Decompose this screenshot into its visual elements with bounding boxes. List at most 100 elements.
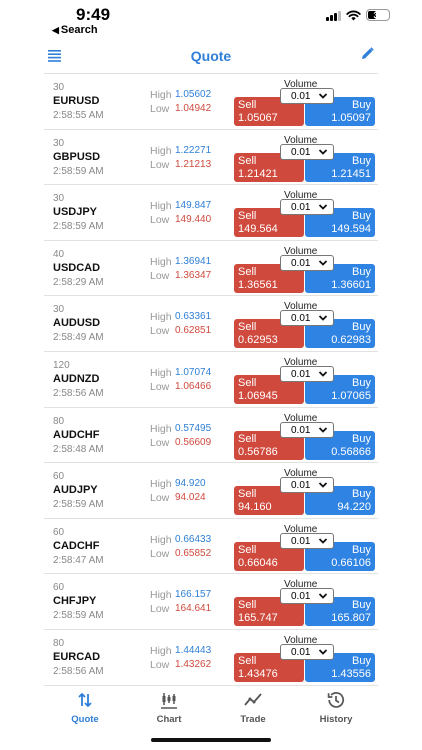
quote-row[interactable]: 30 EURUSD 2:58:55 AM High 1.05602 Low 1.04942 S… (44, 74, 378, 130)
high-label: High (150, 89, 172, 101)
quote-row[interactable]: 40 USDCAD 2:58:29 AM High 1.36941 Low 1.36347 S… (44, 241, 378, 297)
low-label: Low (150, 436, 170, 449)
quote-row[interactable]: 80 EURCAD 2:58:56 AM High 1.44443 Low 1.43262 S… (44, 630, 378, 686)
volume-select[interactable]: 0.01 (280, 477, 334, 494)
sell-label: Sell (238, 654, 257, 667)
volume-value: 0.01 (291, 646, 311, 658)
buy-price: 1.07065 (331, 389, 371, 402)
volume-select[interactable]: 0.01 (280, 532, 334, 549)
symbol-label: AUDUSD (53, 317, 101, 330)
back-link-label: Search (60, 24, 98, 36)
buy-label: Buy (352, 488, 371, 501)
symbol-label: EURUSD (53, 95, 100, 107)
home-indicator (151, 738, 271, 742)
high-label: High (150, 533, 172, 546)
nav-bar: Quote (0, 40, 422, 72)
volume-select[interactable]: 0.01 (280, 421, 334, 438)
buy-label: Buy (352, 99, 371, 111)
high-value: 149.847 (175, 200, 212, 212)
tab-chart-label: Chart (156, 714, 182, 725)
buy-button[interactable]: Buy 149.594 (305, 208, 375, 238)
sell-label: Sell (238, 99, 257, 111)
volume-select[interactable]: 0.01 (280, 365, 334, 382)
sell-price: 0.62953 (238, 334, 278, 347)
volume-select[interactable]: 0.01 (280, 310, 334, 327)
quote-row[interactable]: 60 CADCHF 2:58:47 AM High 0.66433 Low 0.65852 S… (44, 519, 378, 575)
sell-button[interactable]: Sell 149.564 (234, 208, 304, 238)
volume-select[interactable]: 0.01 (280, 88, 334, 104)
high-value: 0.57495 (175, 422, 212, 434)
tab-chart[interactable]: Chart (129, 690, 209, 725)
quote-row[interactable]: 60 AUDJPY 2:58:59 AM High 94.920 Low 94.024 Sel… (44, 463, 378, 519)
low-label: Low (150, 269, 170, 282)
tab-quote[interactable]: Quote (45, 690, 125, 725)
quote-row[interactable]: 60 CHFJPY 2:58:59 AM High 166.157 Low 164.641 S… (44, 574, 378, 630)
quote-row[interactable]: 30 AUDUSD 2:58:49 AM High 0.63361 Low 0.62851 S… (44, 296, 378, 352)
high-label: High (150, 478, 172, 491)
spread-value: 120 (53, 359, 70, 371)
quote-time: 2:58:48 AM (53, 443, 104, 455)
quote-row[interactable]: 80 AUDCHF 2:58:48 AM High 0.57495 Low 0.56609 S… (44, 408, 378, 464)
tab-trade[interactable]: Trade (213, 690, 293, 725)
back-to-search-link[interactable]: ◀ Search (52, 24, 98, 36)
low-label: Low (150, 214, 170, 227)
chevron-down-icon (318, 148, 328, 155)
volume-label: Volume (284, 190, 318, 202)
quote-arrows-icon (78, 692, 92, 708)
low-value: 0.56609 (175, 436, 212, 448)
spread-value: 60 (53, 526, 65, 538)
quote-row[interactable]: 30 USDJPY 2:58:59 AM High 149.847 Low 149.440 S… (44, 185, 378, 241)
high-value: 1.36941 (175, 255, 212, 267)
quote-row[interactable]: 120 AUDNZD 2:58:56 AM High 1.07074 Low 1.06466… (44, 352, 378, 408)
tab-history[interactable]: History (296, 690, 376, 725)
high-value: 94.920 (175, 478, 206, 490)
volume-value: 0.01 (291, 91, 311, 102)
sell-button[interactable]: Sell 165.747 (234, 597, 304, 627)
volume-select[interactable]: 0.01 (280, 143, 334, 160)
volume-value: 0.01 (291, 202, 311, 214)
high-label: High (150, 200, 172, 213)
spread-value: 60 (53, 582, 65, 594)
volume-select[interactable]: 0.01 (280, 588, 334, 605)
high-label: High (150, 644, 172, 657)
edit-pencil-icon[interactable] (361, 47, 374, 60)
buy-button[interactable]: Buy 1.43556 (305, 652, 375, 682)
spread-value: 30 (53, 304, 65, 316)
symbol-label: CHFJPY (53, 595, 97, 608)
chevron-down-icon (318, 260, 328, 266)
low-value: 1.06466 (175, 380, 212, 392)
quote-row[interactable]: 30 GBPUSD 2:58:59 AM High 1.22271 Low 1.21213 S… (44, 130, 378, 186)
list-icon[interactable] (48, 50, 61, 62)
buy-label: Buy (352, 432, 371, 445)
symbol-label: GBPUSD (53, 150, 101, 163)
sell-price: 1.05067 (238, 112, 278, 124)
volume-select[interactable]: 0.01 (280, 254, 334, 271)
buy-label: Buy (352, 543, 371, 556)
symbol-label: AUDCHF (53, 428, 100, 441)
volume-select[interactable]: 0.01 (280, 643, 334, 660)
volume-label: Volume (284, 634, 318, 646)
low-label: Low (150, 658, 170, 671)
volume-select[interactable]: 0.01 (280, 199, 334, 216)
volume-value: 0.01 (291, 368, 311, 380)
high-value: 1.05602 (175, 89, 212, 100)
tab-trade-label: Trade (240, 714, 266, 725)
low-value: 0.62851 (175, 325, 212, 337)
high-label: High (150, 366, 172, 379)
buy-label: Buy (352, 599, 371, 612)
high-label: High (150, 589, 172, 602)
symbol-label: AUDJPY (53, 484, 98, 497)
spread-value: 60 (53, 471, 65, 483)
battery-level-fill (368, 11, 377, 19)
buy-price: 1.36601 (331, 278, 371, 291)
sell-button[interactable]: Sell 0.66046 (234, 541, 304, 571)
volume-label: Volume (284, 301, 318, 313)
low-label: Low (150, 103, 170, 115)
buy-price: 1.43556 (331, 667, 371, 680)
buy-button[interactable]: Buy 1.05097 (305, 97, 375, 126)
chart-candles-icon (161, 693, 177, 709)
buy-label: Buy (352, 321, 371, 334)
low-label: Low (150, 158, 170, 171)
sell-button[interactable]: Sell 0.62953 (234, 319, 304, 349)
volume-label: Volume (284, 356, 318, 368)
